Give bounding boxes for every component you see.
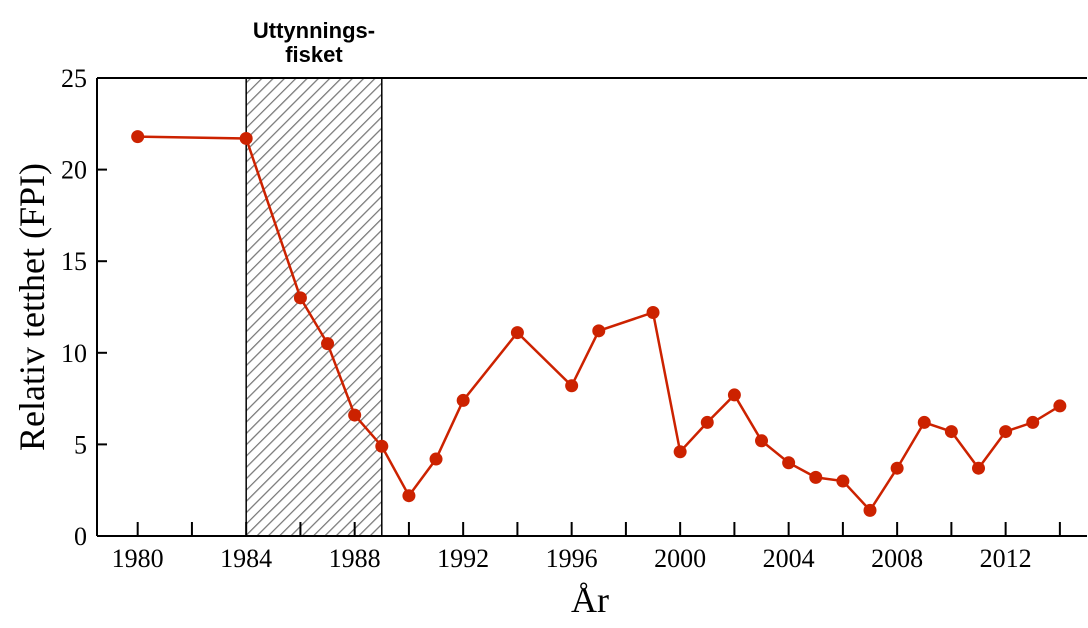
data-point: [375, 439, 389, 453]
data-point: [673, 445, 687, 459]
x-axis-label: År: [571, 580, 609, 620]
x-tick-label: 1992: [437, 544, 489, 573]
data-point: [348, 408, 362, 422]
data-point: [456, 393, 470, 407]
x-tick-label: 2000: [654, 544, 706, 573]
data-point: [863, 503, 877, 517]
data-point: [755, 434, 769, 448]
data-point: [293, 291, 307, 305]
region-label: Uttynnings-: [253, 18, 375, 43]
data-point: [321, 337, 335, 351]
data-point: [782, 456, 796, 470]
x-tick-label: 2004: [763, 544, 815, 573]
x-tick-label: 2008: [871, 544, 923, 573]
region-label: fisket: [285, 42, 343, 67]
x-tick-label: 1988: [329, 544, 381, 573]
x-tick-label: 1980: [112, 544, 164, 573]
data-point: [890, 461, 904, 475]
data-point: [592, 324, 606, 338]
data-point: [1053, 399, 1067, 413]
x-tick-label: 1996: [546, 544, 598, 573]
data-point: [944, 425, 958, 439]
data-point: [239, 131, 253, 145]
x-tick-label: 1984: [220, 544, 272, 573]
data-point: [972, 461, 986, 475]
data-point: [402, 489, 416, 503]
x-tick-label: 2012: [980, 544, 1032, 573]
y-tick-label: 15: [61, 247, 87, 276]
data-point: [809, 470, 823, 484]
y-tick-label: 10: [61, 339, 87, 368]
data-point: [700, 415, 714, 429]
data-point: [510, 326, 524, 340]
data-point: [1026, 415, 1040, 429]
y-tick-label: 25: [61, 64, 87, 93]
y-axis-label: Relativ tetthet (FPI): [12, 163, 52, 451]
data-point: [836, 474, 850, 488]
data-line: [137, 135, 1061, 513]
y-tick-label: 5: [74, 430, 87, 459]
y-tick-label: 0: [74, 522, 87, 551]
data-point: [646, 305, 660, 319]
data-point: [917, 415, 931, 429]
data-point: [565, 379, 579, 393]
data-point: [131, 130, 145, 144]
data-point: [429, 452, 443, 466]
data-point: [727, 388, 741, 402]
shaded-region: [245, 77, 383, 537]
y-tick-label: 20: [61, 156, 87, 185]
data-point: [999, 425, 1013, 439]
